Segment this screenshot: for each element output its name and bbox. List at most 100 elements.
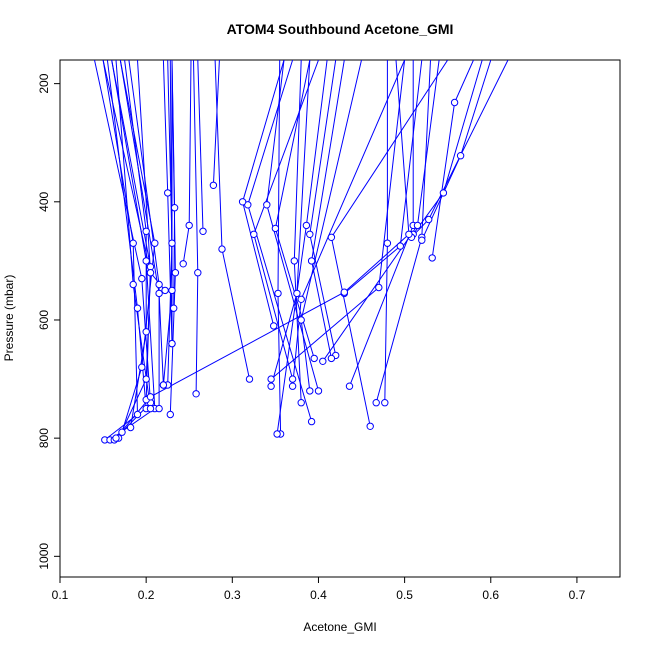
x-axis-label: Acetone_GMI — [303, 620, 376, 634]
data-point — [164, 189, 172, 197]
data-point — [129, 280, 137, 289]
data-point — [345, 382, 354, 390]
y-tick-label: 200 — [37, 73, 51, 93]
data-point — [267, 375, 275, 383]
data-point — [413, 221, 422, 230]
series-line — [343, 60, 423, 294]
data-point — [456, 152, 465, 160]
data-point — [288, 375, 297, 383]
data-point — [383, 239, 392, 247]
data-point — [302, 221, 311, 230]
data-point — [327, 233, 336, 242]
series-line — [115, 60, 410, 439]
series-line — [276, 60, 328, 435]
series-line — [197, 60, 204, 232]
series-line — [212, 60, 220, 186]
series-line — [124, 60, 147, 428]
plot-frame — [59, 59, 621, 578]
series-line — [214, 60, 250, 380]
data-point — [327, 354, 336, 363]
x-tick-label: 0.5 — [396, 588, 413, 602]
y-tick-label: 1000 — [37, 543, 51, 570]
x-tick-label: 0.2 — [138, 588, 155, 602]
data-point — [166, 410, 175, 419]
y-tick-label: 800 — [37, 428, 51, 448]
data-point — [381, 399, 389, 407]
data-point — [372, 399, 380, 407]
data-point — [194, 269, 202, 277]
series-line — [375, 60, 431, 403]
y-axis-label: Pressure (mbar) — [2, 275, 16, 362]
data-point — [159, 381, 168, 389]
data-point — [396, 242, 404, 250]
data-point — [185, 221, 193, 230]
data-point — [306, 387, 314, 395]
data-point — [307, 257, 316, 265]
x-tick-label: 0.4 — [310, 588, 327, 602]
data-point — [297, 316, 305, 324]
data-point — [112, 434, 120, 442]
data-point — [274, 289, 282, 298]
data-point — [168, 286, 176, 295]
data-point — [171, 269, 180, 277]
data-point — [155, 404, 163, 413]
data-point — [425, 215, 433, 224]
data-point — [270, 322, 278, 330]
data-point — [146, 404, 155, 413]
series-line — [182, 60, 192, 264]
data-point — [293, 289, 301, 298]
data-point — [146, 393, 155, 401]
data-point — [250, 230, 258, 239]
axes: 0.1 0.2 0.3 0.4 0.5 0.6 0.7 200 400 600 800 1000 — [37, 73, 586, 602]
series-line — [193, 60, 199, 394]
y-tick-label: 400 — [37, 191, 51, 211]
series-line — [309, 60, 337, 356]
data-point — [168, 239, 176, 247]
series-line — [109, 60, 156, 441]
data-markers — [101, 98, 465, 444]
data-point — [133, 304, 142, 312]
data-point — [245, 375, 254, 383]
data-point — [146, 269, 155, 277]
data-point — [439, 189, 448, 197]
data-point — [218, 245, 226, 253]
data-point — [297, 399, 305, 407]
data-point — [310, 354, 318, 363]
data-point — [307, 417, 316, 426]
x-tick-label: 0.3 — [224, 588, 241, 602]
data-point — [418, 236, 426, 244]
data-point — [168, 339, 176, 348]
data-point — [199, 227, 207, 236]
data-point — [319, 357, 327, 365]
data-point — [129, 239, 137, 247]
data-point — [155, 289, 163, 298]
series-line — [277, 60, 282, 435]
series-lines — [94, 60, 509, 441]
data-point — [192, 390, 200, 398]
chart-title: ATOM4 Southbound Acetone_GMI — [227, 21, 454, 37]
data-point — [142, 257, 150, 265]
data-point — [142, 227, 150, 236]
data-point — [209, 181, 218, 190]
data-point — [142, 375, 150, 383]
data-point — [151, 239, 159, 247]
data-point — [450, 98, 459, 107]
data-point — [375, 283, 383, 292]
data-point — [170, 304, 178, 312]
series-line — [311, 60, 345, 359]
data-point — [138, 274, 146, 283]
series-line — [94, 60, 152, 441]
data-point — [161, 286, 169, 295]
data-point — [263, 201, 271, 209]
data-point — [297, 295, 305, 303]
data-point — [306, 230, 314, 239]
x-tick-label: 0.1 — [52, 588, 69, 602]
x-tick-label: 0.6 — [482, 588, 499, 602]
data-point — [238, 198, 247, 206]
data-point — [290, 257, 298, 265]
series-line — [322, 60, 440, 362]
data-point — [267, 382, 275, 390]
data-point — [366, 422, 374, 430]
